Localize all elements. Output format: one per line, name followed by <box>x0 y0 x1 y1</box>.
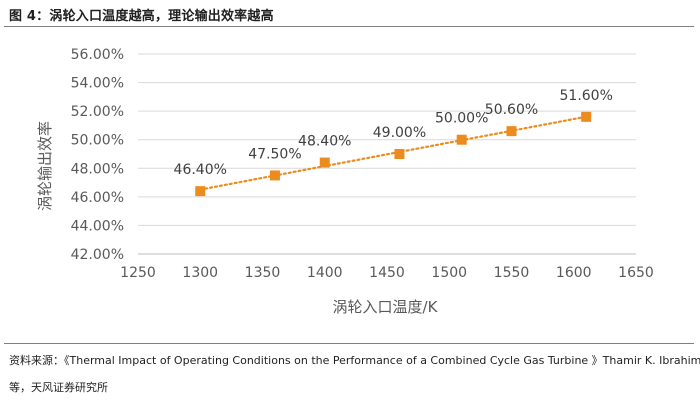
data-label: 50.00% <box>435 111 488 127</box>
y-tick-label: 48.00% <box>71 161 124 177</box>
y-tick-label: 46.00% <box>71 190 124 206</box>
y-tick-label: 44.00% <box>71 218 124 234</box>
data-label: 46.40% <box>174 162 227 178</box>
y-axis-title: 涡轮输出效率 <box>36 121 54 211</box>
figure-title: 图 4：涡轮入口温度越高，理论输出效率越高 <box>9 9 274 24</box>
y-tick-label: 50.00% <box>71 133 124 149</box>
data-label: 49.00% <box>373 125 426 141</box>
data-label: 50.60% <box>485 102 538 118</box>
source-line-2: 等，天风证券研究所 <box>9 381 108 394</box>
grid-lines <box>138 53 636 226</box>
data-point <box>269 170 280 181</box>
data-label: 51.60% <box>560 88 613 104</box>
y-tick-label: 52.00% <box>71 104 124 120</box>
x-tick-label: 1600 <box>556 265 592 281</box>
x-tick-label: 1400 <box>307 265 343 281</box>
title-divider <box>4 26 694 27</box>
x-tick-label: 1500 <box>431 265 467 281</box>
data-point <box>319 157 330 168</box>
y-tick-label: 56.00% <box>71 47 124 63</box>
x-tick-label: 1300 <box>182 265 218 281</box>
x-axis-title: 涡轮入口温度/K <box>333 298 439 316</box>
data-labels: 46.40% 47.50%48.40% 49.00% 50.00%50.60% 51.6… <box>174 88 613 178</box>
data-label: 48.40% <box>298 134 351 150</box>
data-points <box>195 111 592 197</box>
y-tick-label: 42.00% <box>71 247 124 263</box>
efficiency-scatter-chart: 42.00% 44.00% 46.00% 48.00% 50.00% 52.00% 54.0… <box>36 47 654 316</box>
y-tick-label: 54.00% <box>71 76 124 92</box>
trendline-group <box>199 115 588 191</box>
x-tick-label: 1650 <box>618 265 654 281</box>
source-line-1: 资料来源：《Thermal Impact of Operating Condit… <box>9 354 700 367</box>
source-divider <box>4 343 694 344</box>
x-tick-label: 1250 <box>120 265 156 281</box>
tick-labels: 42.00% 44.00% 46.00% 48.00% 50.00% 52.00% 54.0… <box>71 47 654 281</box>
data-point <box>506 126 517 137</box>
data-point <box>195 186 206 197</box>
x-tick-label: 1450 <box>369 265 405 281</box>
data-label: 47.50% <box>248 146 301 162</box>
trendline <box>199 115 588 191</box>
x-tick-label: 1350 <box>245 265 281 281</box>
data-point <box>456 134 467 145</box>
data-point <box>394 149 405 159</box>
data-point <box>581 111 592 122</box>
x-tick-label: 1550 <box>494 265 530 281</box>
